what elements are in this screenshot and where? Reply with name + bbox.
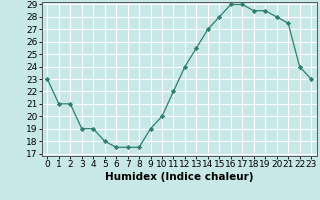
- X-axis label: Humidex (Indice chaleur): Humidex (Indice chaleur): [105, 172, 253, 182]
